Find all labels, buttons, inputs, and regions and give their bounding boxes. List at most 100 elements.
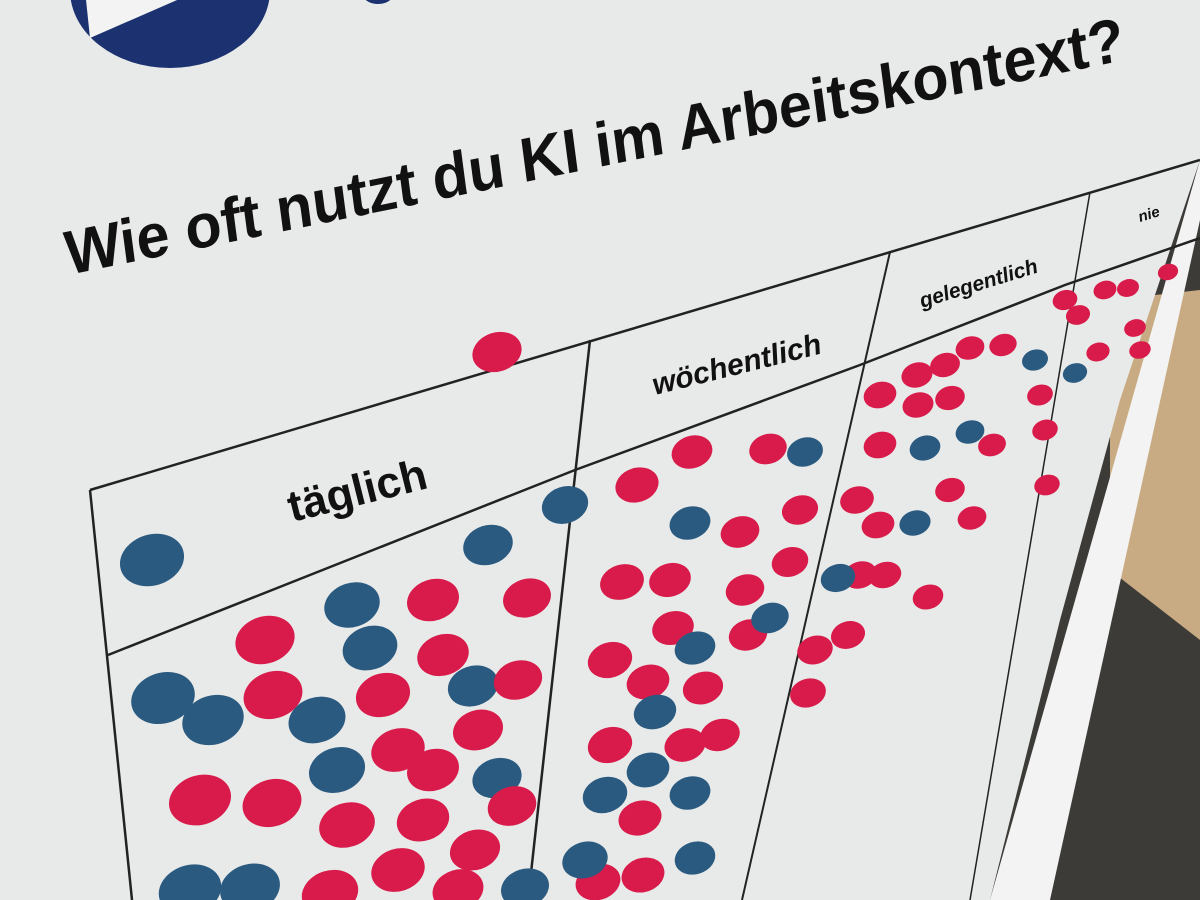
red-vote-dot <box>930 352 960 378</box>
blue-vote-dot <box>582 776 628 814</box>
blue-vote-dot <box>158 864 222 900</box>
header-bottom-line <box>107 236 1200 657</box>
red-vote-dot <box>587 641 633 679</box>
red-vote-dot <box>396 798 450 842</box>
red-vote-dot <box>493 660 543 700</box>
red-vote-dot <box>587 726 633 764</box>
red-vote-dot <box>1034 474 1060 496</box>
red-vote-dot <box>781 495 819 525</box>
red-vote-dot <box>863 381 897 409</box>
cardboard-background <box>1110 290 1200 640</box>
red-vote-dot <box>301 869 359 900</box>
red-vote-dot <box>861 511 895 539</box>
blue-vote-dot <box>909 435 941 461</box>
red-vote-dot <box>700 718 740 752</box>
red-vote-dot <box>243 670 303 720</box>
blue-vote-dot <box>342 625 398 671</box>
red-vote-dot <box>1027 384 1053 406</box>
red-vote-dot <box>626 664 670 700</box>
red-vote-dot <box>901 362 933 388</box>
blue-vote-dot <box>324 582 380 628</box>
red-vote-dot <box>955 336 985 360</box>
red-vote-dot <box>1157 263 1179 281</box>
red-vote-dot <box>432 869 484 900</box>
red-vote-dot <box>168 774 232 826</box>
red-vote-dot <box>989 333 1017 357</box>
logo-triangle <box>86 0 178 38</box>
vote-dots <box>119 263 1179 900</box>
blue-vote-dot <box>674 841 716 875</box>
table-left-border <box>88 489 134 900</box>
red-vote-dot <box>790 678 826 708</box>
red-vote-dot <box>600 564 644 600</box>
blue-vote-dot <box>633 694 677 730</box>
red-vote-dot <box>1032 419 1058 441</box>
table-grid <box>88 158 1200 900</box>
blue-vote-dot <box>669 776 711 810</box>
blue-vote-dot <box>899 510 931 536</box>
red-vote-dot <box>935 385 965 411</box>
red-vote-dot <box>830 621 866 649</box>
red-vote-dot <box>720 516 760 548</box>
red-vote-dot <box>1129 341 1151 359</box>
red-vote-dot <box>978 433 1006 457</box>
blue-vote-dot <box>447 665 499 707</box>
blue-vote-dot <box>674 631 716 665</box>
blue-vote-dot <box>119 533 185 587</box>
red-vote-dot <box>242 778 302 828</box>
column-divider <box>526 339 592 900</box>
red-vote-dot <box>1124 319 1146 337</box>
red-vote-dot <box>355 672 411 718</box>
blue-vote-dot <box>182 694 244 746</box>
blue-vote-dot <box>220 863 280 900</box>
red-vote-dot <box>615 467 659 503</box>
red-vote-dot <box>682 671 724 705</box>
blue-vote-dot <box>288 696 346 744</box>
blue-vote-dot <box>501 868 549 900</box>
blue-vote-dot <box>463 524 513 566</box>
red-vote-dot <box>1052 289 1078 311</box>
red-vote-dot <box>1093 280 1117 300</box>
blue-vote-dot <box>562 841 608 879</box>
blue-vote-dot <box>955 420 985 444</box>
red-vote-dot <box>649 562 691 598</box>
blue-vote-dot <box>1062 363 1088 383</box>
red-vote-dot <box>417 633 469 677</box>
red-vote-dot <box>671 435 713 469</box>
red-vote-dot <box>797 635 833 665</box>
red-vote-dot <box>618 800 662 836</box>
red-vote-dot <box>664 728 706 762</box>
red-vote-dot <box>840 486 874 514</box>
column-header-nie: nie <box>1136 203 1162 226</box>
red-vote-dot <box>912 584 944 610</box>
red-vote-dot <box>407 748 459 792</box>
red-vote-dot <box>771 547 809 577</box>
red-vote-dot <box>935 477 965 503</box>
table-top-line <box>89 158 1200 492</box>
red-vote-dot <box>621 857 665 893</box>
blue-vote-dot <box>308 747 366 793</box>
red-vote-dot <box>868 561 902 589</box>
red-vote-dot <box>863 431 897 459</box>
red-vote-dot <box>957 506 987 530</box>
red-vote-dot <box>749 433 787 465</box>
red-vote-dot <box>1065 305 1091 325</box>
blue-vote-dot <box>787 437 823 467</box>
red-vote-dot <box>371 848 425 892</box>
red-vote-dot <box>1086 342 1110 362</box>
blue-vote-dot <box>751 602 789 634</box>
red-vote-dot <box>503 578 551 618</box>
blue-vote-dot <box>541 486 589 524</box>
red-vote-dot <box>452 709 504 751</box>
red-vote-dot <box>487 786 537 826</box>
column-divider <box>741 251 891 900</box>
logo <box>70 0 391 68</box>
red-vote-dot <box>1117 279 1139 297</box>
blue-vote-dot <box>626 752 670 788</box>
logo-text-fragment <box>365 0 391 4</box>
blue-vote-dot <box>820 563 856 593</box>
blue-vote-dot <box>669 506 711 540</box>
red-vote-dot <box>407 578 459 622</box>
